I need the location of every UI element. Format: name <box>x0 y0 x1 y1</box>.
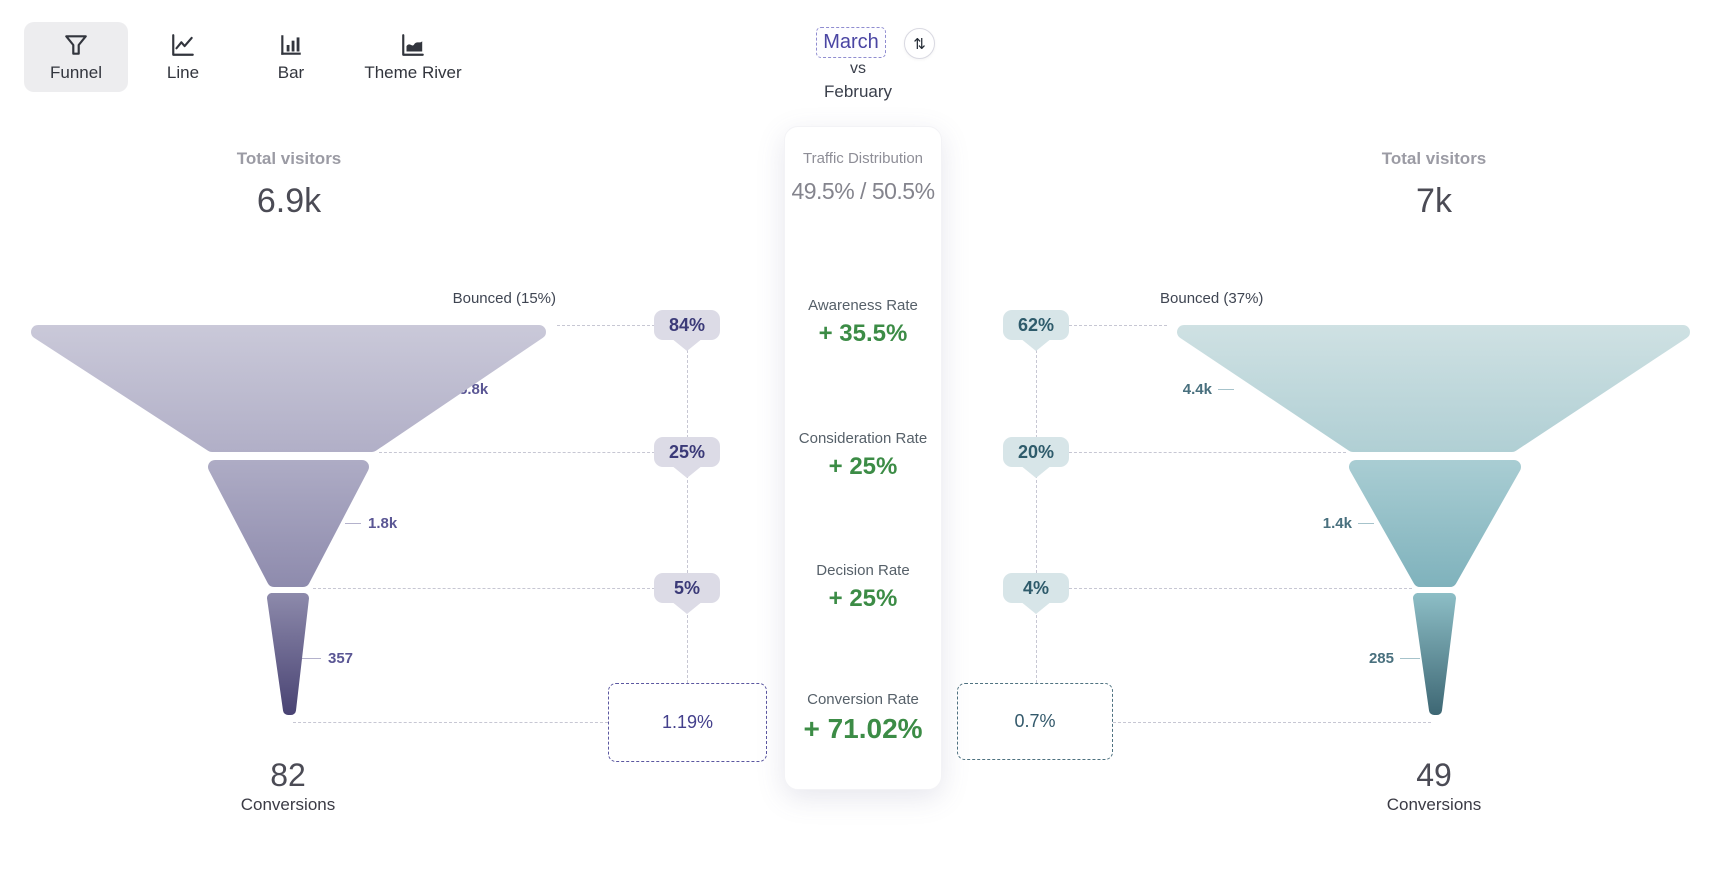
consideration-rate-value: + 25% <box>828 453 898 480</box>
left-stage3-connector <box>301 658 321 659</box>
primary-month-selector[interactable]: March <box>816 27 886 58</box>
tab-funnel-label: Funnel <box>50 62 102 82</box>
swap-months-button[interactable]: ⇅ <box>904 28 935 59</box>
left-stage2-value: 1.8k <box>368 515 398 532</box>
right-rate-badge-1: 62% <box>1003 310 1069 340</box>
line-chart-icon <box>170 32 196 58</box>
consideration-rate-label: Consideration Rate <box>798 430 928 447</box>
conversion-rate-value: + 71.02% <box>803 713 923 744</box>
tab-line-label: Line <box>166 62 200 82</box>
right-rate-badge-3: 4% <box>1003 573 1069 603</box>
tab-funnel[interactable]: Funnel <box>24 22 128 92</box>
right-guide-line-tip <box>1113 722 1431 723</box>
right-total-visitors-value: 7k <box>1416 182 1452 220</box>
left-conversion-rate-box[interactable]: 1.19% <box>608 683 767 762</box>
decision-rate-value: + 25% <box>828 585 898 612</box>
traffic-distribution-value: 49.5% / 50.5% <box>791 178 935 204</box>
right-total-visitors-label: Total visitors <box>1381 149 1487 168</box>
awareness-rate-label: Awareness Rate <box>808 297 918 314</box>
traffic-distribution-label: Traffic Distribution <box>802 150 924 167</box>
left-rate-badge-3: 5% <box>654 573 720 603</box>
left-guide-line-stage3 <box>313 588 655 589</box>
left-stage2-connector <box>345 523 361 524</box>
right-stage2-value: 1.4k <box>1322 515 1352 532</box>
right-guide-line-stage3 <box>1069 588 1412 589</box>
right-funnel-segment-1[interactable] <box>1177 325 1690 452</box>
right-funnel-segment-3[interactable] <box>1413 593 1456 715</box>
tab-line[interactable]: Line <box>138 22 228 92</box>
funnel-chart-icon <box>63 32 89 58</box>
tab-theme-river-label: Theme River <box>364 62 462 82</box>
tab-bar[interactable]: Bar <box>246 22 336 92</box>
left-guide-line-vertical <box>687 340 688 683</box>
secondary-month-label: February <box>823 82 893 101</box>
swap-arrows-icon: ⇅ <box>913 35 926 53</box>
right-bounced-label: Bounced (37%) <box>1160 290 1264 307</box>
left-rate-badge-1: 84% <box>654 310 720 340</box>
left-total-visitors-label: Total visitors <box>236 149 342 168</box>
right-funnel-segment-2[interactable] <box>1349 460 1521 587</box>
left-conversions-value: 82 <box>270 757 306 793</box>
tab-theme-river[interactable]: Theme River <box>348 22 478 92</box>
left-guide-line-stage2 <box>379 452 655 453</box>
right-conversions-value: 49 <box>1416 757 1452 793</box>
theme-river-icon <box>400 32 426 58</box>
left-guide-line-tip <box>293 722 608 723</box>
left-total-visitors-value: 6.9k <box>256 182 322 220</box>
right-conversion-rate-box[interactable]: 0.7% <box>957 683 1113 760</box>
awareness-rate-value: + 35.5% <box>818 320 908 347</box>
left-guide-line-top <box>557 325 655 326</box>
comparison-metrics-panel <box>784 126 942 790</box>
left-funnel-segment-2[interactable] <box>208 460 369 587</box>
right-stage3-value: 285 <box>1368 650 1394 667</box>
tab-bar-label: Bar <box>277 62 305 82</box>
right-stage1-connector <box>1218 389 1234 390</box>
vs-label: vs <box>850 60 866 77</box>
bar-chart-icon <box>278 32 304 58</box>
right-stage1-value: 4.4k <box>1182 381 1212 398</box>
right-conversions-label: Conversions <box>1386 795 1482 814</box>
right-stage3-connector <box>1400 658 1420 659</box>
right-guide-line-stage2 <box>1069 452 1346 453</box>
left-conversions-label: Conversions <box>240 795 336 814</box>
right-guide-line-vertical <box>1036 340 1037 683</box>
right-guide-line-top <box>1069 325 1167 326</box>
right-rate-badge-2: 20% <box>1003 437 1069 467</box>
left-stage3-value: 357 <box>328 650 354 667</box>
left-funnel-segment-3[interactable] <box>267 593 309 715</box>
left-rate-badge-2: 25% <box>654 437 720 467</box>
left-bounced-label: Bounced (15%) <box>452 290 556 307</box>
left-funnel-segment-1[interactable] <box>31 325 546 452</box>
conversion-rate-label: Conversion Rate <box>807 691 919 708</box>
decision-rate-label: Decision Rate <box>816 562 910 579</box>
right-stage2-connector <box>1358 523 1374 524</box>
